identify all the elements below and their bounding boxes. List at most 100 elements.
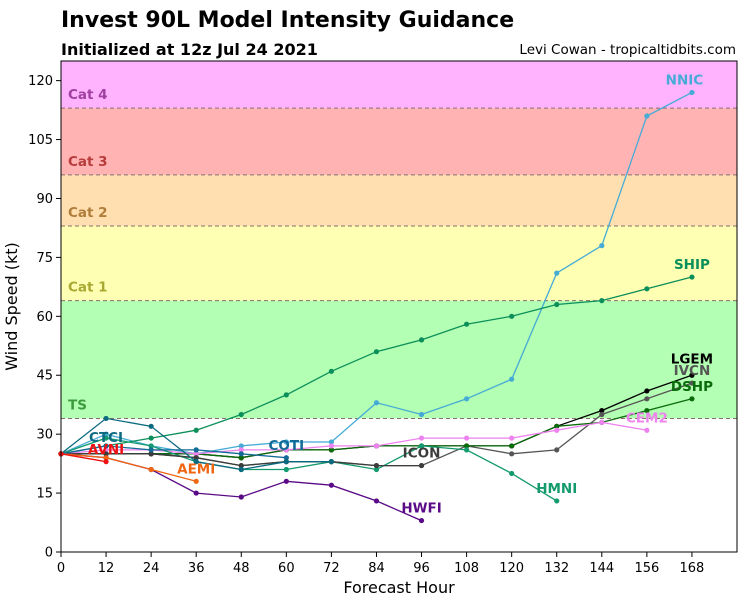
series-label-hmni: HMNI <box>536 481 577 497</box>
y-tick-label-60: 60 <box>36 310 53 325</box>
y-tick-label-120: 120 <box>28 74 53 89</box>
band-label-cat-3: Cat 3 <box>68 154 108 170</box>
point-nnic-120 <box>509 377 514 382</box>
x-tick-label-60: 60 <box>278 561 295 576</box>
point-ship-144 <box>599 298 604 303</box>
x-tick-label-120: 120 <box>499 561 524 576</box>
point-ship-60 <box>284 392 289 397</box>
point-ivcn-120 <box>509 451 514 456</box>
point-hwfi-84 <box>374 498 379 503</box>
point-aemi-36 <box>194 479 199 484</box>
point-ship-120 <box>509 314 514 319</box>
point-hwfi-48 <box>239 494 244 499</box>
point-hwfi-36 <box>194 490 199 495</box>
point-hwfi-96 <box>419 518 424 523</box>
series-label-coti: COTI <box>269 438 305 454</box>
point-cem2-84 <box>374 443 379 448</box>
point-coti-24 <box>149 447 154 452</box>
point-icon-96 <box>419 463 424 468</box>
point-ship-108 <box>464 322 469 327</box>
point-lgem-156 <box>644 388 649 393</box>
series-label-icon: ICON <box>403 446 441 462</box>
x-tick-label-24: 24 <box>143 561 160 576</box>
y-tick-label-30: 30 <box>36 428 53 443</box>
point-ctci-48 <box>239 467 244 472</box>
band-label-cat-1: Cat 1 <box>68 280 108 296</box>
point-dshp-120 <box>509 443 514 448</box>
point-cem2-108 <box>464 435 469 440</box>
point-ship-132 <box>554 302 559 307</box>
point-ctci-12 <box>103 416 108 421</box>
intensity-chart: TSCat 1Cat 2Cat 3Cat 4 NNICSHIPLGEMIVCND… <box>0 0 742 600</box>
point-avni-12 <box>103 459 108 464</box>
band-cat-3 <box>61 108 737 175</box>
point-ship-168 <box>689 274 694 279</box>
point-coti-48 <box>239 451 244 456</box>
series-label-dshp: DSHP <box>671 379 713 395</box>
point-ship-24 <box>149 435 154 440</box>
point-nnic-84 <box>374 400 379 405</box>
point-ctci-72 <box>329 459 334 464</box>
band-cat-4 <box>61 61 737 108</box>
x-tick-label-132: 132 <box>544 561 569 576</box>
x-axis-label: Forecast Hour <box>343 578 455 597</box>
point-ivcn-132 <box>554 447 559 452</box>
band-label-cat-4: Cat 4 <box>68 87 108 103</box>
point-ship-96 <box>419 337 424 342</box>
point-hmni-120 <box>509 471 514 476</box>
series-label-nnic: NNIC <box>666 73 704 89</box>
y-tick-label-90: 90 <box>36 192 53 207</box>
intensity-bands: TS Cat 1 Cat 2 Cat 3 Cat 4 <box>61 61 737 418</box>
band-ts <box>61 301 737 419</box>
point-cem2-120 <box>509 435 514 440</box>
x-tick-label-36: 36 <box>188 561 205 576</box>
point-ctci-24 <box>149 424 154 429</box>
x-tick-label-48: 48 <box>233 561 250 576</box>
point-ship-156 <box>644 286 649 291</box>
point-ivcn-144 <box>599 412 604 417</box>
point-ship-36 <box>194 428 199 433</box>
point-nnic-156 <box>644 113 649 118</box>
point-nnic-108 <box>464 396 469 401</box>
band-label-cat-2: Cat 2 <box>68 205 108 221</box>
series-label-cem2: CEM2 <box>626 410 668 426</box>
point-nnic-168 <box>689 90 694 95</box>
point-cem2-156 <box>644 428 649 433</box>
y-tick-label-105: 105 <box>28 133 53 148</box>
point-dshp-168 <box>689 396 694 401</box>
point-icon-84 <box>374 463 379 468</box>
point-cem2-96 <box>419 435 424 440</box>
point-cem2-144 <box>599 420 604 425</box>
band-cat-1 <box>61 226 737 301</box>
series-label-aemi: AEMI <box>177 461 215 477</box>
point-ship-84 <box>374 349 379 354</box>
point-nnic-96 <box>419 412 424 417</box>
point-aemi-24 <box>149 467 154 472</box>
y-tick-label-45: 45 <box>36 369 53 384</box>
y-tick-label-75: 75 <box>36 251 53 266</box>
point-ship-48 <box>239 412 244 417</box>
series-label-hwfi: HWFI <box>401 501 441 517</box>
series-label-avni: AVNI <box>88 442 124 458</box>
x-tick-label-168: 168 <box>680 561 705 576</box>
band-cat-2 <box>61 175 737 226</box>
y-tick-label-0: 0 <box>45 546 53 561</box>
x-tick-label-156: 156 <box>634 561 659 576</box>
point-ivcn-156 <box>644 396 649 401</box>
point-ship-72 <box>329 369 334 374</box>
point-hmni-60 <box>284 467 289 472</box>
x-tick-label-108: 108 <box>454 561 479 576</box>
x-tick-label-72: 72 <box>323 561 340 576</box>
point-hmni-108 <box>464 447 469 452</box>
band-label-ts: TS <box>68 397 87 413</box>
point-cem2-132 <box>554 428 559 433</box>
point-ctci-60 <box>284 459 289 464</box>
point-coti-36 <box>194 447 199 452</box>
point-nnic-144 <box>599 243 604 248</box>
x-tick-label-96: 96 <box>413 561 430 576</box>
point-cem2-72 <box>329 443 334 448</box>
y-tick-label-15: 15 <box>36 487 53 502</box>
point-nnic-132 <box>554 271 559 276</box>
series-label-ship: SHIP <box>674 257 710 273</box>
point-hwfi-60 <box>284 479 289 484</box>
